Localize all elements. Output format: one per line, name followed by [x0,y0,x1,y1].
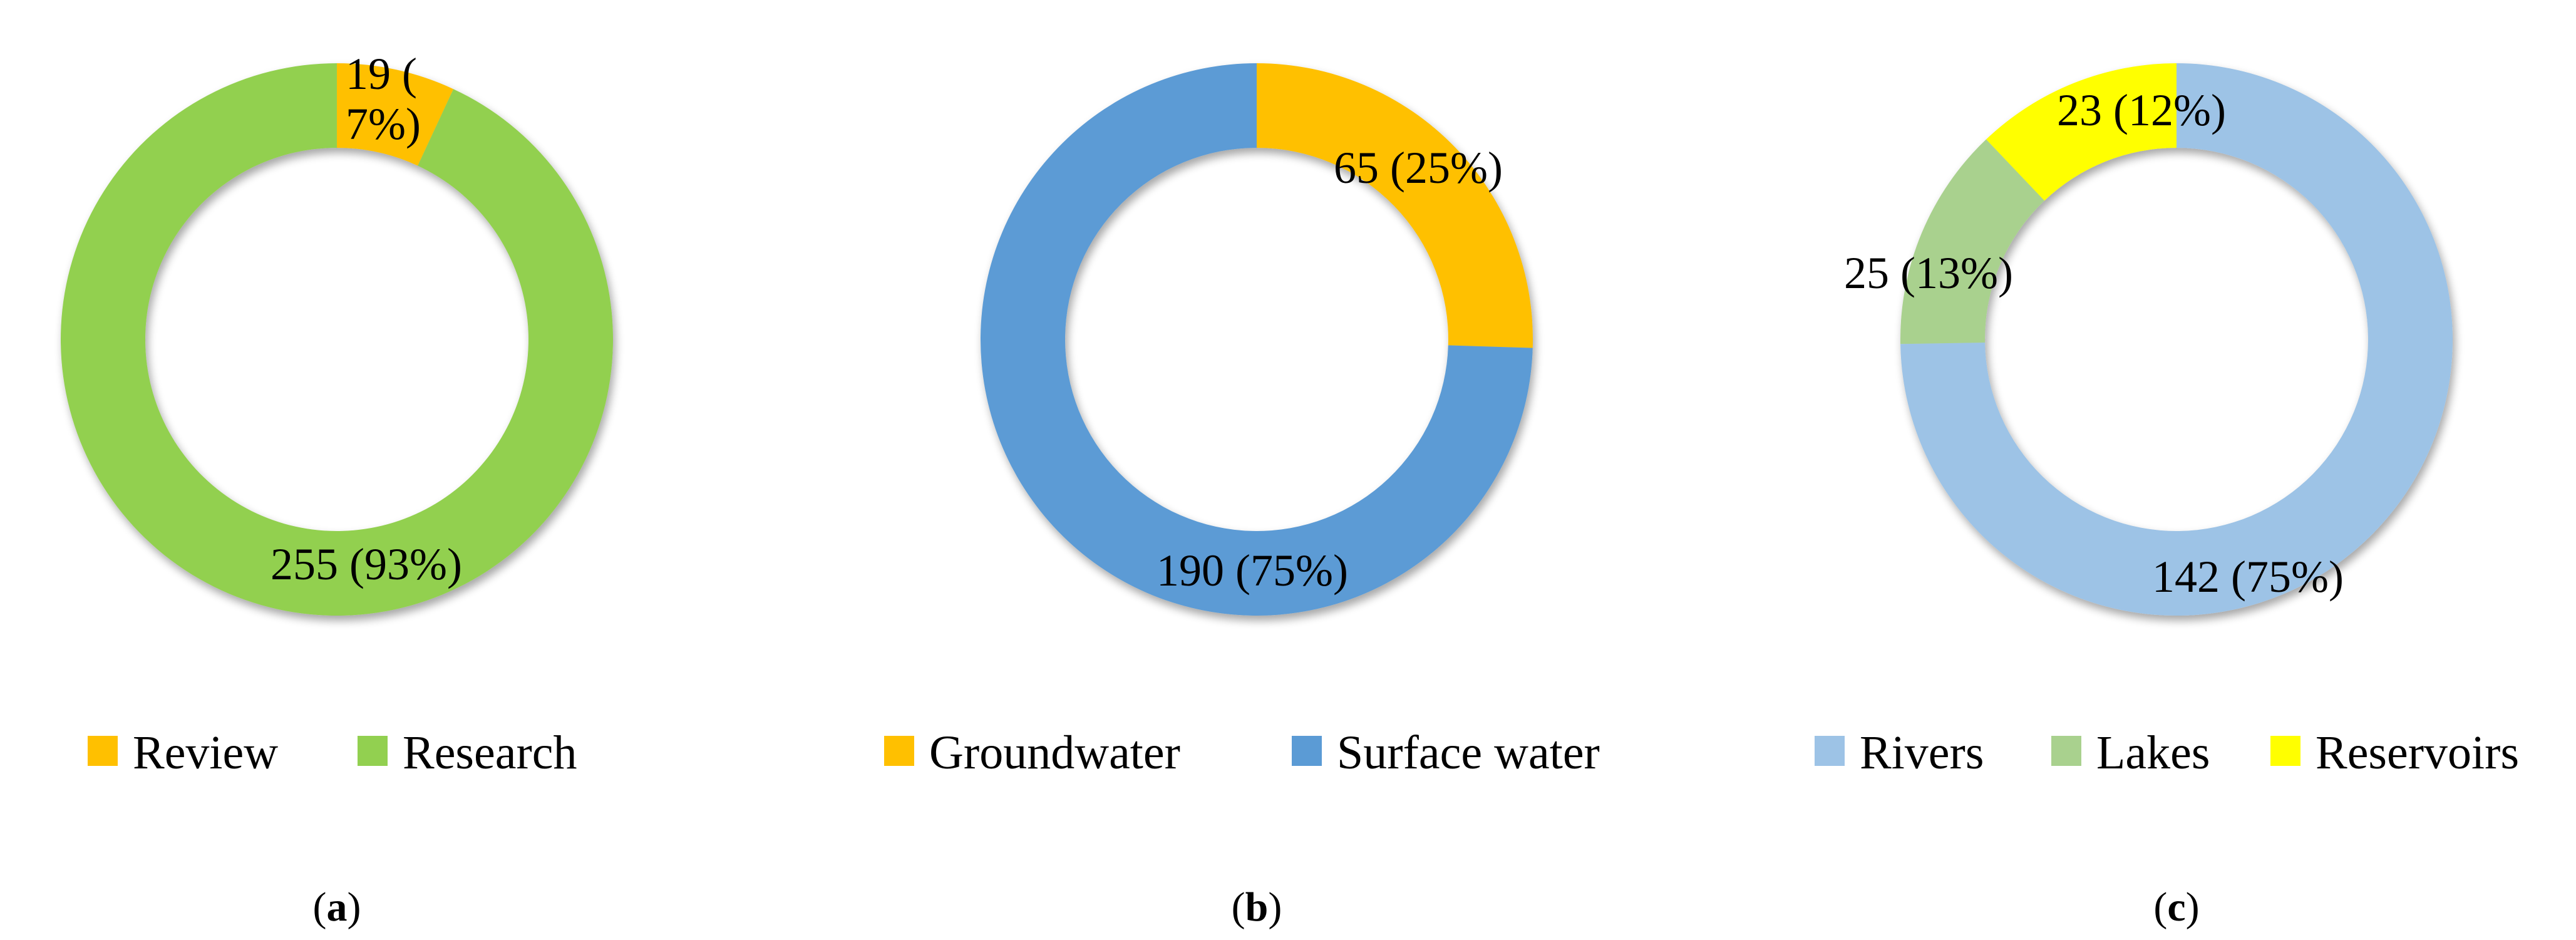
slice-label-groundwater: 65 (25%) [1334,143,1503,193]
legend-label: Review [133,726,278,779]
slice-label-surface-water: 190 (75%) [1157,545,1348,596]
legend-swatch [1292,736,1322,766]
slice-reservoirs [1986,63,2177,201]
legend-item-groundwater: Groundwater [884,726,1180,779]
slice-surface-water [980,63,1533,616]
legend-label: Surface water [1337,726,1600,779]
donut-ring-b [980,63,1533,616]
legend-label: Research [403,726,577,779]
legend-item-review: Review [88,726,278,779]
donut-chart-c: 142 (75%) 25 (13%) 23 (12%) Rivers Lakes Rese… [1815,63,2519,930]
slice-lakes [1900,139,2045,344]
panel-caption-b: (b) [1232,884,1282,930]
legend-label: Rivers [1860,726,1984,779]
donut-chart-b: 65 (25%) 190 (75%) Groundwater Surface wate… [884,63,1600,930]
donut-chart-a: 19 (7%) 255 (93%) Review Research (a) [61,49,614,930]
legend-swatch [884,736,914,766]
legend-a: Review Research [88,726,577,779]
legend-swatch [2051,736,2081,766]
legend-label: Groundwater [929,726,1180,779]
legend-c: Rivers Lakes Reservoirs [1815,726,2519,779]
legend-swatch [88,736,118,766]
legend-item-reservoirs: Reservoirs [2270,726,2519,779]
donut-ring-c [1900,63,2453,616]
slice-research [61,63,614,616]
slice-label-rivers: 142 (75%) [2152,552,2344,602]
slice-label-research: 255 (93%) [270,539,462,589]
slice-review [337,63,454,166]
legend-label: Lakes [2096,726,2210,779]
donut-ring-a [61,63,614,616]
slice-label-lakes: 25 (13%) [1844,248,2013,298]
legend-item-lakes: Lakes [2051,726,2210,779]
legend-item-rivers: Rivers [1815,726,1984,779]
legend-swatch [358,736,388,766]
legend-swatch [2270,736,2300,766]
slice-rivers [1900,63,2453,616]
panel-caption-a: (a) [313,884,361,930]
slice-label-reservoirs: 23 (12%) [2057,85,2226,135]
legend-label: Reservoirs [2316,726,2519,779]
slice-groundwater [1257,63,1533,348]
legend-swatch [1815,736,1845,766]
panel-caption-c: (c) [2153,884,2199,930]
legend-b: Groundwater Surface water [884,726,1600,779]
legend-item-surface-water: Surface water [1292,726,1600,779]
slice-label-review: 19 (7%) [346,49,421,149]
legend-item-research: Research [358,726,577,779]
